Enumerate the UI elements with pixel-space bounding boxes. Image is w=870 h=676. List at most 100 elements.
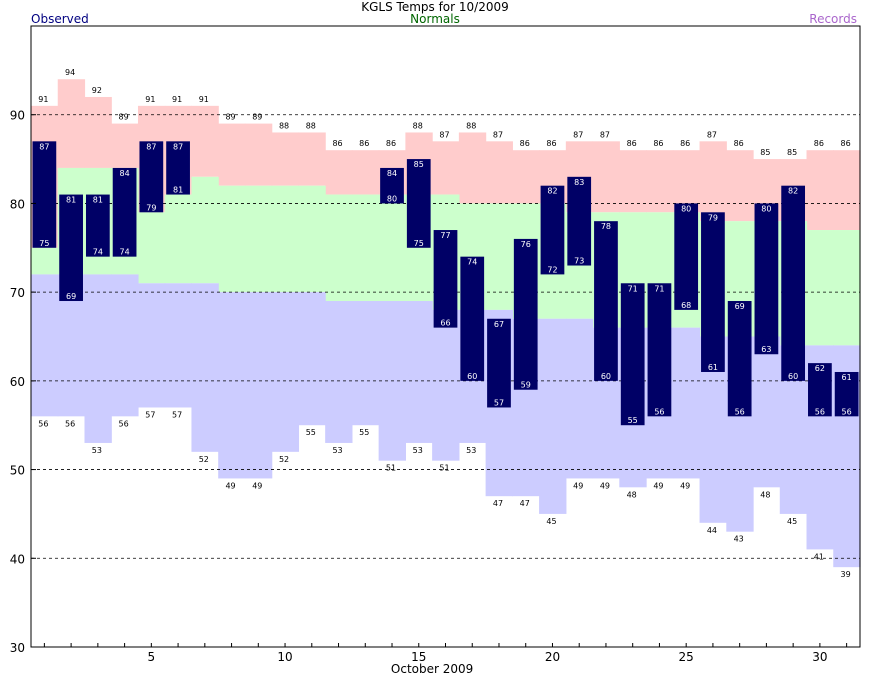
record-low-band [753, 336, 781, 488]
observed-low-label: 81 [173, 186, 183, 195]
record-low-label: 45 [787, 517, 797, 526]
observed-low-label: 74 [120, 248, 130, 257]
y-tick-label: 70 [10, 286, 25, 300]
record-low-label: 47 [520, 499, 530, 508]
record-high-label: 86 [332, 139, 342, 148]
observed-bar [674, 203, 699, 310]
record-low-label: 49 [653, 481, 663, 490]
observed-bar [834, 371, 859, 417]
record-low-band [137, 283, 166, 408]
observed-high-label: 62 [815, 364, 825, 373]
observed-high-label: 81 [93, 196, 103, 205]
normal-band [271, 185, 300, 293]
record-high-label: 88 [466, 121, 476, 130]
record-low-label: 56 [38, 419, 48, 428]
x-tick-label: 15 [411, 650, 426, 664]
observed-low-label: 56 [654, 407, 664, 416]
record-high-label: 88 [279, 121, 289, 130]
record-high-band [646, 150, 674, 213]
record-high-label: 85 [787, 148, 797, 157]
observed-bar [166, 141, 190, 195]
record-high-label: 86 [386, 139, 396, 148]
record-high-label: 91 [199, 95, 209, 104]
observed-low-label: 55 [628, 416, 638, 425]
observed-bar [754, 203, 779, 355]
observed-bar [647, 283, 672, 417]
record-high-label: 92 [92, 86, 102, 95]
observed-high-label: 87 [146, 142, 156, 151]
normal-band [137, 212, 166, 284]
observed-high-label: 71 [628, 284, 638, 293]
record-low-band [271, 292, 300, 452]
observed-high-label: 76 [521, 240, 531, 249]
record-low-label: 43 [734, 535, 744, 544]
record-low-band [539, 318, 567, 514]
normal-band [191, 176, 219, 284]
observed-low-label: 57 [494, 398, 504, 407]
record-high-label: 87 [707, 130, 717, 139]
record-low-label: 48 [627, 490, 637, 499]
y-tick-label: 60 [10, 375, 25, 389]
record-high-label: 86 [520, 139, 530, 148]
normal-band [351, 194, 380, 302]
observed-low-label: 56 [842, 407, 852, 416]
normal-band [833, 230, 861, 346]
record-low-band [298, 292, 326, 426]
observed-high-label: 84 [387, 169, 397, 178]
record-low-band [672, 327, 701, 479]
record-high-label: 91 [145, 95, 155, 104]
record-high-label: 87 [573, 130, 583, 139]
observed-bar [701, 212, 725, 372]
observed-bar [433, 230, 458, 328]
record-high-band [325, 150, 353, 195]
x-tick-label: 25 [679, 650, 694, 664]
record-low-label: 49 [573, 481, 583, 490]
record-low-label: 52 [279, 455, 289, 464]
observed-bar [85, 194, 110, 257]
observed-low-label: 60 [467, 372, 477, 381]
normal-band [378, 194, 406, 302]
observed-high-label: 69 [735, 302, 745, 311]
record-low-label: 56 [119, 419, 129, 428]
observed-bar [59, 194, 83, 302]
record-high-label: 89 [252, 113, 262, 122]
record-low-band [432, 309, 460, 461]
x-tick-label: 5 [148, 650, 156, 664]
observed-low-label: 63 [761, 345, 771, 354]
record-low-band [405, 301, 433, 443]
observed-high-label: 82 [547, 187, 557, 196]
observed-high-label: 87 [173, 142, 183, 151]
record-low-label: 55 [359, 428, 369, 437]
observed-bar [808, 363, 832, 417]
record-low-band [111, 274, 139, 417]
record-low-label: 51 [386, 464, 396, 473]
record-high-label: 86 [546, 139, 556, 148]
record-low-band [191, 283, 219, 452]
record-low-band [164, 283, 193, 408]
record-high-label: 94 [65, 68, 75, 77]
record-high-band [351, 150, 380, 195]
record-low-label: 53 [332, 446, 342, 455]
record-high-label: 88 [306, 121, 316, 130]
normal-band [218, 185, 246, 293]
record-low-label: 53 [92, 446, 102, 455]
y-tick-label: 80 [10, 197, 25, 211]
observed-high-label: 80 [761, 204, 771, 213]
observed-high-label: 74 [467, 258, 477, 267]
observed-low-label: 79 [146, 203, 156, 212]
chart-title: KGLS Temps for 10/2009 [361, 0, 509, 14]
record-high-band [512, 150, 540, 204]
record-high-band [432, 141, 460, 195]
legend-records: Records [809, 12, 857, 26]
record-low-label: 53 [466, 446, 476, 455]
record-low-label: 52 [199, 455, 209, 464]
record-high-band [485, 141, 513, 204]
record-low-label: 48 [760, 490, 770, 499]
record-high-band [458, 132, 487, 204]
observed-high-label: 84 [120, 169, 130, 178]
record-high-label: 91 [172, 95, 182, 104]
record-low-label: 51 [439, 464, 449, 473]
record-low-label: 57 [172, 410, 182, 419]
record-low-label: 47 [493, 499, 503, 508]
observed-high-label: 67 [494, 320, 504, 329]
